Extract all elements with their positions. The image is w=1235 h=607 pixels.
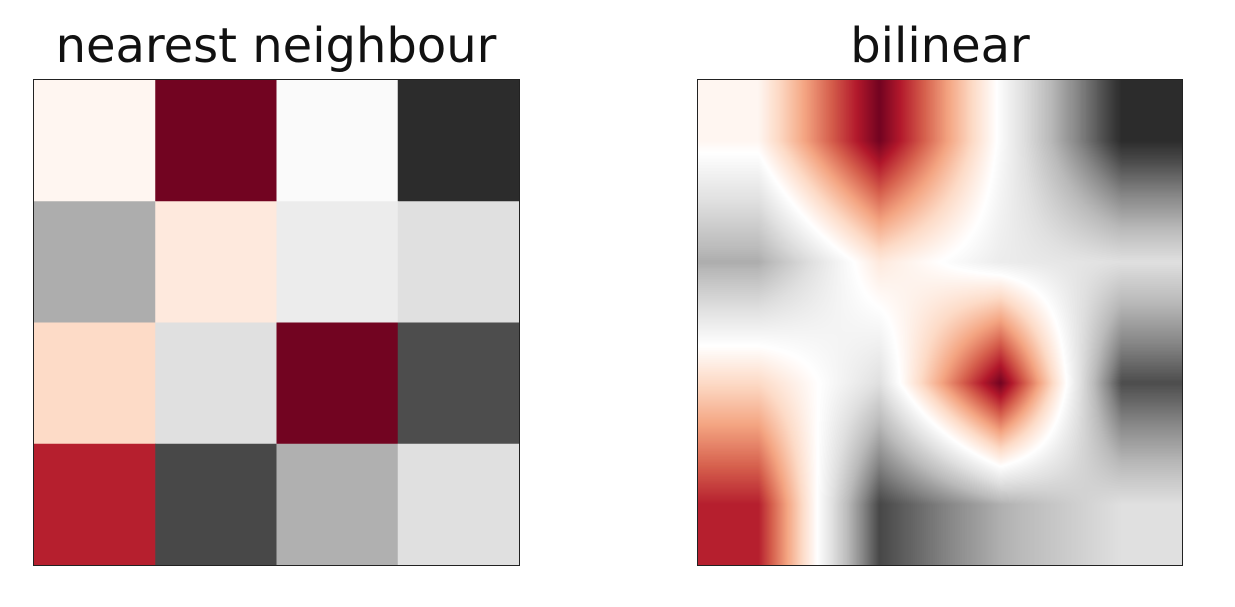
heatmap-cell-r3-c2: [276, 443, 399, 565]
heatmap-cell-r2-c2: [276, 322, 399, 445]
heatmap-cell-r1-c0: [34, 201, 156, 324]
heatmap-nearest-grid: [34, 80, 519, 565]
heatmap-cell-r0-c3: [397, 80, 519, 202]
heatmap-cell-r0-c1: [155, 80, 278, 202]
heatmap-cell-r2-c1: [155, 322, 278, 445]
heatmap-cell-r3-c1: [155, 443, 278, 565]
chart-title-nearest: nearest neighbour: [55, 18, 497, 74]
heatmap-cell-r0-c2: [276, 80, 399, 202]
heatmap-cell-r2-c3: [397, 322, 519, 445]
heatmap-cell-r1-c3: [397, 201, 519, 324]
heatmap-cell-r3-c3: [397, 443, 519, 565]
heatmap-cell-r2-c0: [34, 322, 156, 445]
heatmap-bilinear: [697, 79, 1183, 566]
heatmap-nearest: [33, 79, 520, 566]
heatmap-cell-r0-c0: [34, 80, 156, 202]
heatmap-cell-r1-c1: [155, 201, 278, 324]
heatmap-bilinear-canvas: [698, 80, 1182, 565]
heatmap-cell-r3-c0: [34, 443, 156, 565]
chart-title-bilinear: bilinear: [850, 18, 1030, 74]
heatmap-cell-r1-c2: [276, 201, 399, 324]
